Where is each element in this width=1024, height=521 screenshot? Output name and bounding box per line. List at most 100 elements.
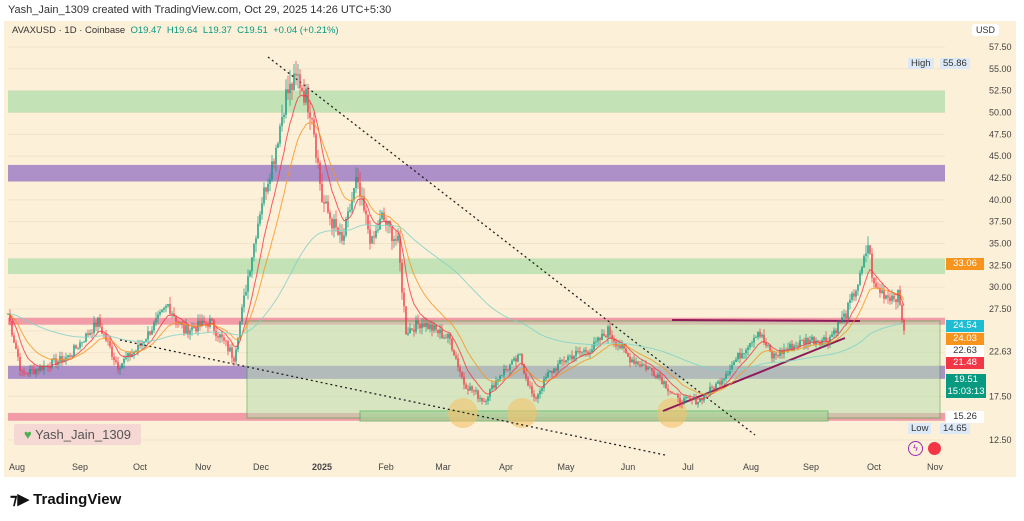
y-tick-label: 50.00 — [989, 108, 1012, 118]
candle-body — [543, 378, 545, 389]
y-tick-label: 40.00 — [989, 195, 1012, 205]
candle-body — [205, 323, 207, 324]
candle-body — [411, 328, 413, 330]
candle-body — [111, 346, 113, 357]
candle-body — [213, 320, 215, 331]
candle-body — [179, 322, 181, 323]
candle-body — [893, 295, 895, 300]
candle-body — [413, 329, 415, 332]
candle-body — [519, 354, 521, 355]
candle-body — [219, 334, 221, 338]
candle-body — [555, 368, 557, 371]
candle-body — [711, 386, 713, 388]
candle-body — [13, 335, 15, 343]
candle-body — [427, 322, 429, 329]
candle-body — [721, 380, 723, 385]
candle-body — [851, 293, 853, 300]
candle-body — [315, 134, 317, 158]
candle-body — [615, 341, 617, 347]
candle-body — [221, 334, 223, 338]
candle-body — [901, 304, 903, 321]
candle-body — [733, 362, 735, 365]
candle-body — [191, 327, 193, 331]
candle-body — [563, 361, 565, 363]
lightning-icon[interactable]: ϟ — [908, 441, 923, 456]
us-flag-events-icon[interactable] — [928, 442, 941, 455]
candle-body — [451, 338, 453, 351]
candle-body — [747, 347, 749, 350]
high-value: H19.64 — [166, 25, 198, 36]
candle-body — [135, 350, 137, 352]
candle-body — [623, 343, 625, 349]
x-tick-label: Aug — [743, 462, 759, 472]
candle-body — [503, 368, 505, 376]
tradingview-logo[interactable]: ⁊▶ TradingView — [10, 490, 121, 508]
candle-body — [373, 236, 375, 238]
candle-body — [225, 340, 227, 342]
low-label: Low — [908, 423, 932, 434]
candle-body — [801, 340, 803, 342]
candle-body — [295, 73, 297, 76]
candle-body — [731, 364, 733, 370]
zone-band — [8, 258, 945, 275]
symbol-legend: AVAXUSD · 1D · Coinbase O19.47 H19.64 L1… — [12, 25, 339, 36]
candle-body — [141, 343, 143, 346]
candle-body — [515, 358, 517, 362]
candle-body — [463, 376, 465, 385]
candle-body — [71, 355, 73, 357]
candle-body — [693, 397, 695, 401]
candle-body — [899, 289, 901, 305]
currency-button[interactable]: USD — [972, 24, 1000, 36]
candle-body — [383, 212, 385, 221]
candle-body — [691, 398, 693, 401]
y-tick-label: 55.00 — [989, 64, 1012, 74]
candle-body — [95, 322, 97, 327]
candle-body — [735, 359, 737, 363]
candle-body — [437, 329, 439, 334]
candle-body — [715, 383, 717, 390]
tv-logo-icon: ⁊▶ — [10, 491, 29, 508]
candle-body — [481, 397, 483, 402]
candle-body — [603, 333, 605, 336]
candle-body — [253, 243, 255, 258]
candle-body — [859, 272, 861, 285]
candle-body — [625, 348, 627, 354]
candle-body — [705, 394, 707, 396]
candle-body — [155, 318, 157, 323]
candle-body — [467, 388, 469, 391]
candle-body — [311, 117, 313, 120]
candle-body — [15, 342, 17, 349]
bar-countdown: 15:03:13 — [947, 386, 985, 397]
candle-body — [695, 397, 697, 405]
y-tick-label: 22.63 — [989, 347, 1012, 357]
candle-body — [33, 369, 35, 374]
candle-body — [245, 291, 247, 296]
candle-body — [329, 212, 331, 219]
candle-body — [361, 196, 363, 198]
candle-body — [249, 271, 251, 277]
candle-body — [771, 351, 773, 359]
candle-body — [263, 187, 265, 204]
candle-body — [853, 293, 855, 297]
candle-body — [17, 348, 19, 357]
candle-body — [627, 353, 629, 357]
candle-body — [497, 379, 499, 381]
candle-body — [479, 397, 481, 399]
zone-band — [8, 164, 945, 182]
candle-body — [35, 369, 37, 374]
price-tag: 21.48 — [946, 357, 984, 369]
x-tick-label: Oct — [133, 462, 148, 472]
candle-body — [895, 299, 897, 303]
candle-body — [569, 355, 571, 357]
candle-body — [425, 322, 427, 327]
candle-body — [697, 402, 699, 405]
candle-body — [613, 338, 615, 342]
candle-body — [863, 255, 865, 268]
candle-body — [817, 340, 819, 342]
candle-body — [669, 391, 671, 392]
candle-body — [831, 334, 833, 337]
candle-body — [753, 337, 755, 343]
candle-body — [533, 393, 535, 398]
y-tick-label: 27.50 — [989, 304, 1012, 314]
